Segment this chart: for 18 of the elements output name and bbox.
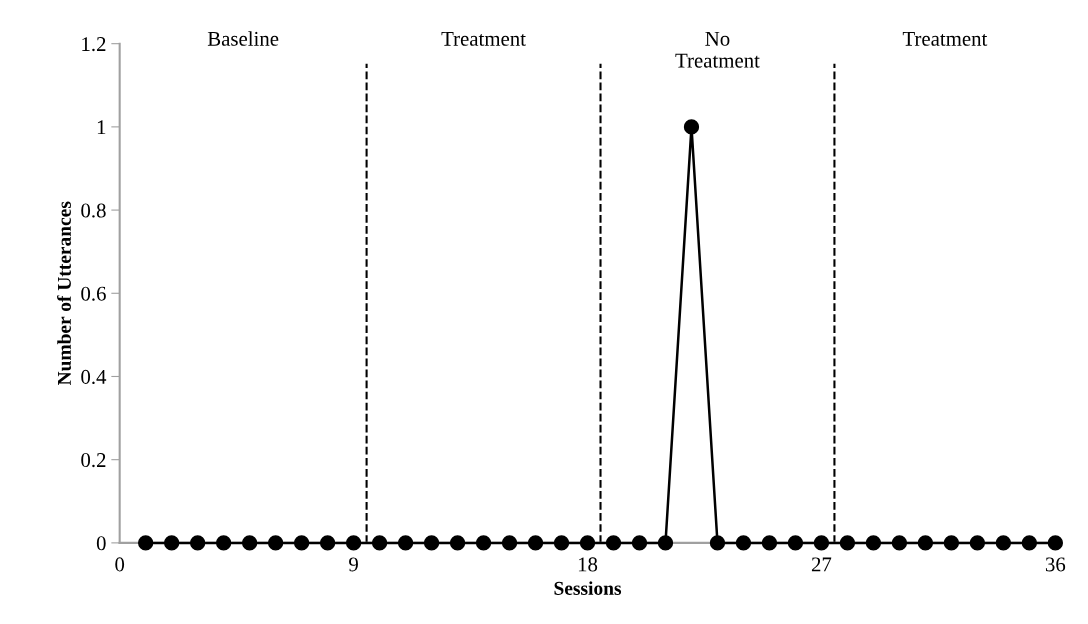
annotation: Treatment xyxy=(441,31,526,46)
x-tick-label: 0 xyxy=(115,557,125,572)
annotation: Treatment xyxy=(902,31,988,46)
y-tick-label: 1 xyxy=(97,120,106,135)
y-axis-title: Number of Utterances xyxy=(57,201,71,386)
x-tick-label: 9 xyxy=(349,557,358,572)
x-axis-title: Sessions xyxy=(554,581,622,595)
y-tick-label: 0.4 xyxy=(81,369,107,384)
annotation: Baseline xyxy=(207,31,279,46)
y-tick-label: 0 xyxy=(96,536,106,551)
annotation: No Treatment xyxy=(675,31,760,68)
y-tick-label: 0.6 xyxy=(81,286,106,301)
x-tick-label: 27 xyxy=(811,557,832,572)
y-tick-label: 0.2 xyxy=(81,453,106,468)
y-tick-label: 0.8 xyxy=(81,203,106,218)
y-tick-label: 1.2 xyxy=(82,37,106,52)
x-tick-label: 18 xyxy=(578,557,598,572)
x-tick-label: 36 xyxy=(1045,557,1066,572)
